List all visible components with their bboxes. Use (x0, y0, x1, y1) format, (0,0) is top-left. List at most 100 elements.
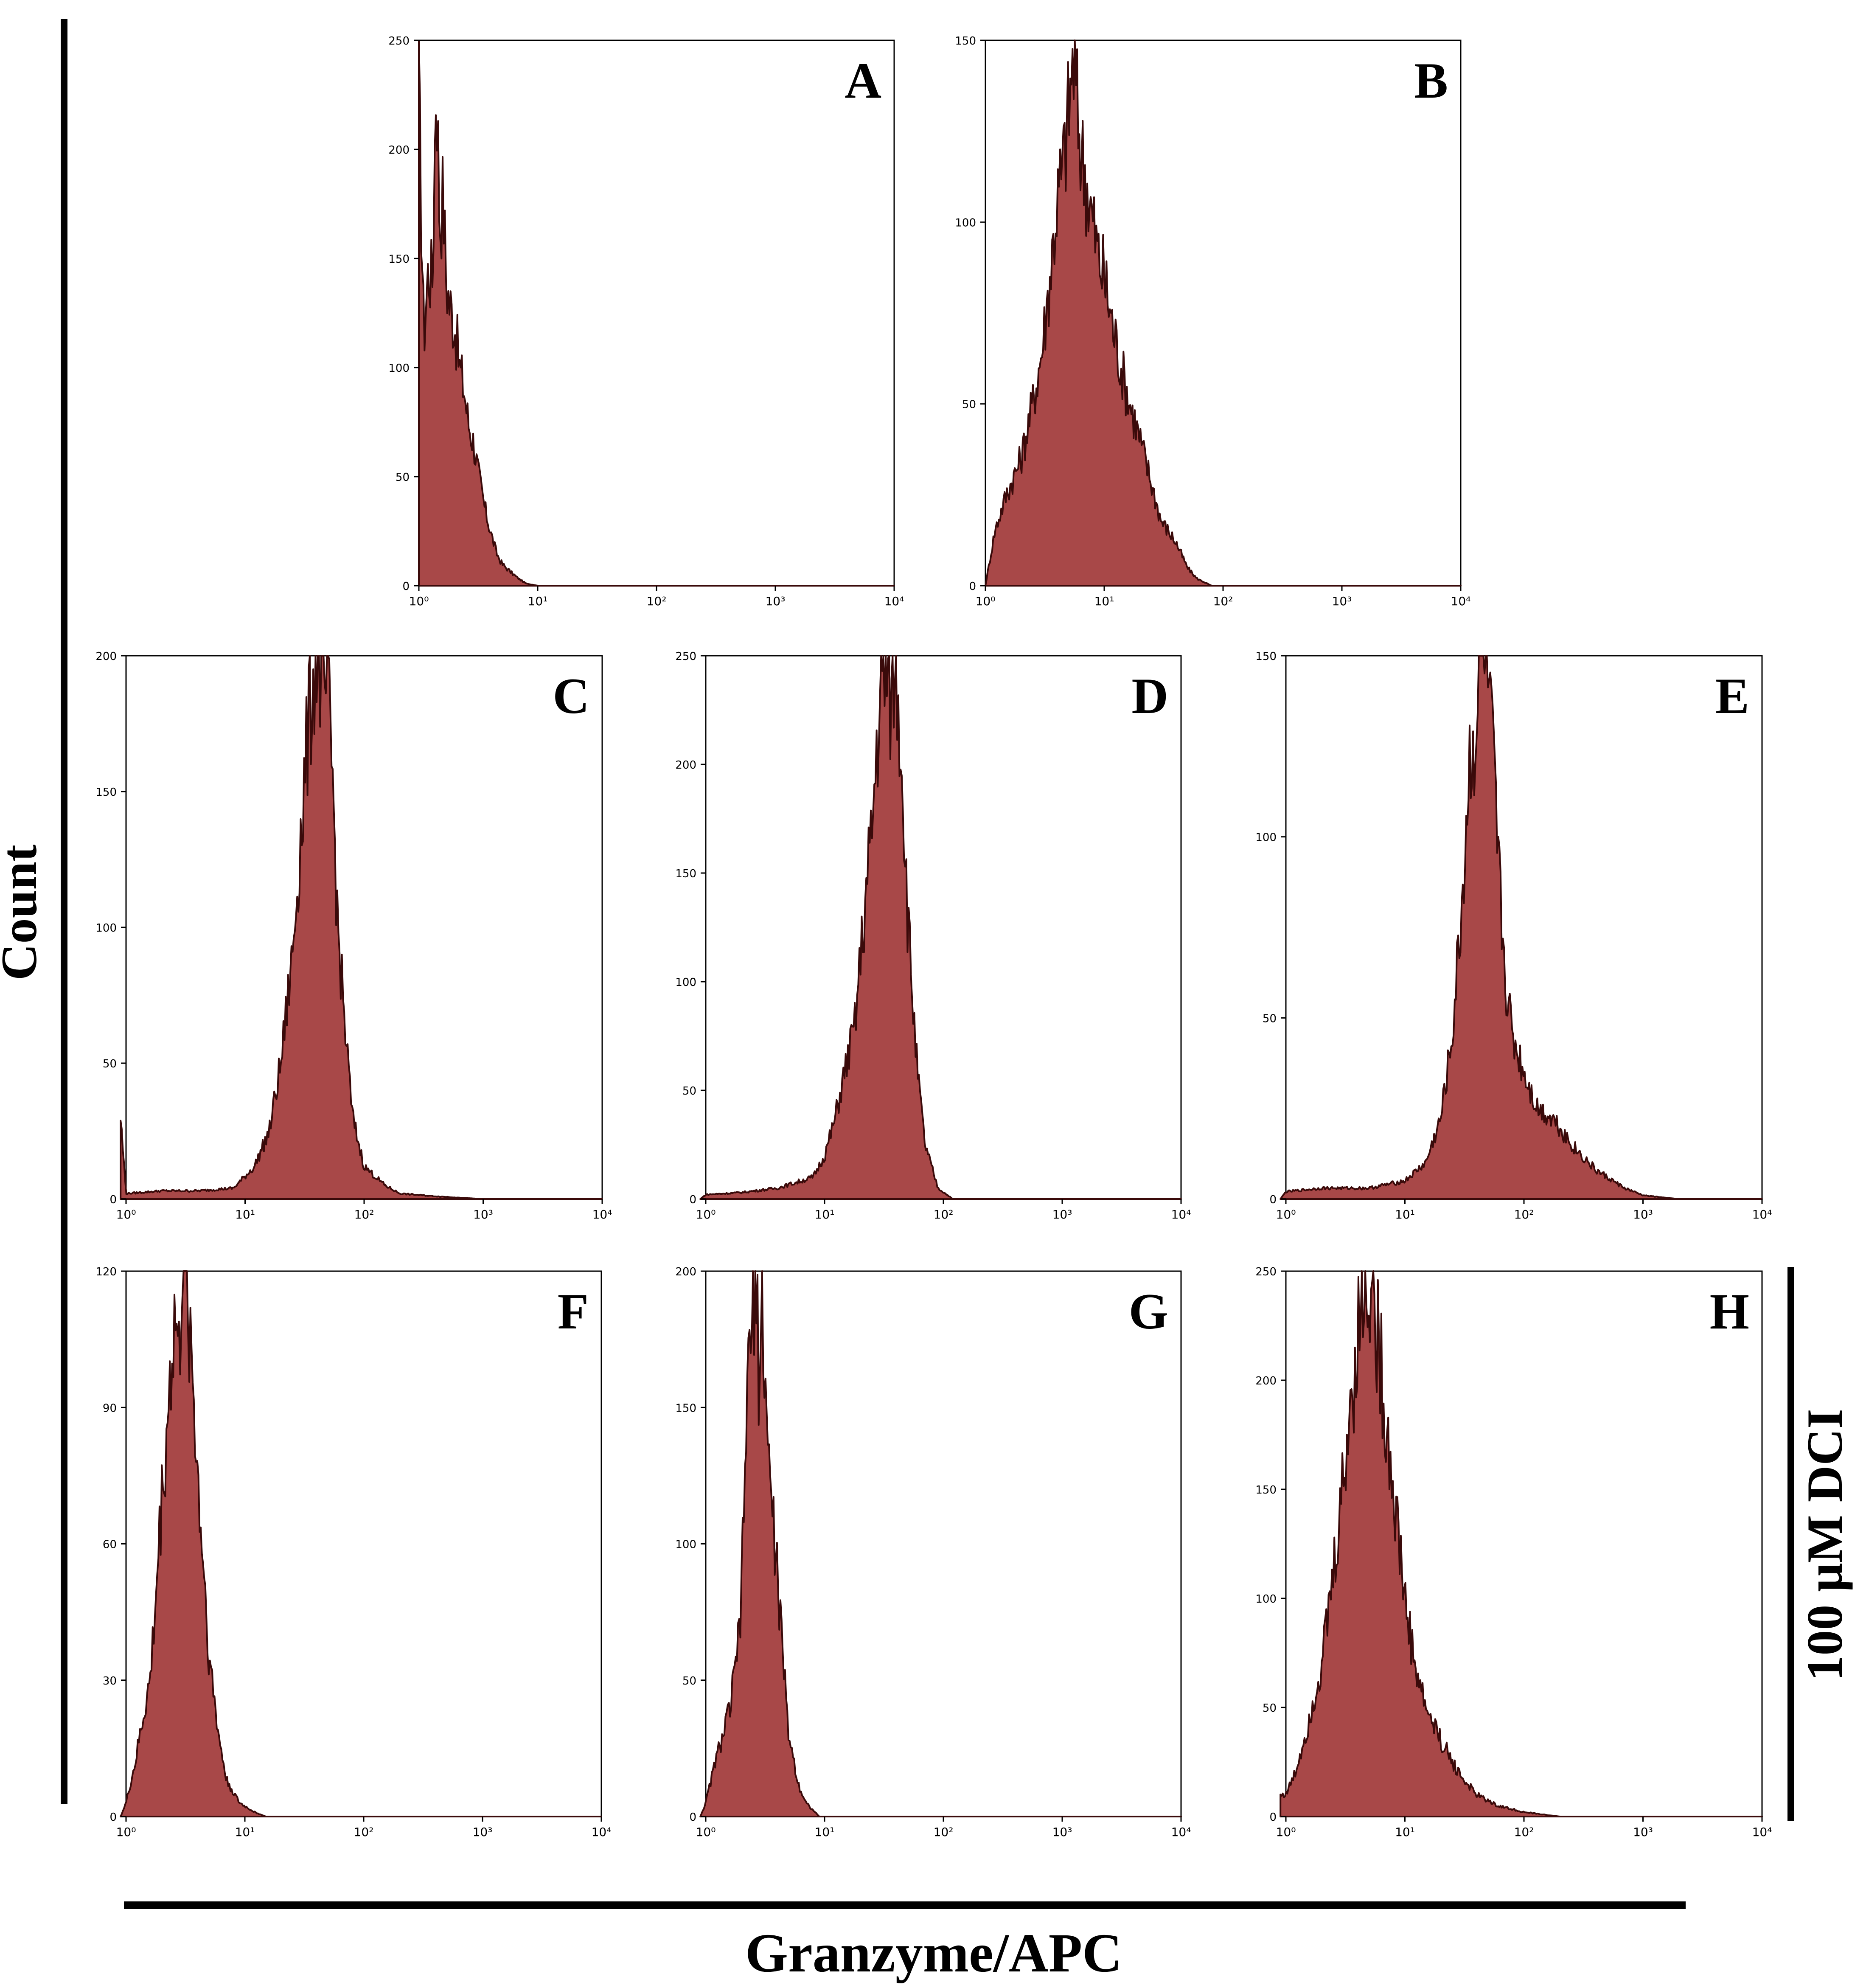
panel-a-ytick-label: 50 (396, 471, 410, 484)
panel-f-ytick-label: 90 (103, 1402, 117, 1415)
panel-e: 0 50 100 150 10⁰ 10¹ 10² 10³ 10⁴ E (1255, 650, 1772, 1221)
panel-c-xtick-label: 10⁴ (592, 1207, 612, 1221)
panel-c-xtick-label: 10³ (473, 1207, 493, 1221)
panel-f-xtick-label: 10⁴ (592, 1825, 612, 1839)
panel-d-ytick-label: 200 (675, 759, 696, 772)
panel-e-xtick-label: 10⁰ (1276, 1207, 1296, 1221)
panel-d-xtick-label: 10² (934, 1207, 954, 1221)
panel-b-ytick-label: 0 (969, 580, 976, 593)
panel-c-letter: C (553, 668, 589, 724)
panel-h-ytick-label: 100 (1255, 1593, 1277, 1606)
panel-c-ytick-label: 200 (95, 650, 117, 663)
panel-h-ytick-label: 50 (1263, 1702, 1277, 1715)
panel-g-ytick-label: 150 (675, 1402, 696, 1415)
panel-a-ytick-label: 200 (388, 144, 410, 157)
count-bracket-line (61, 19, 67, 1804)
panel-c-ytick-label: 100 (95, 922, 117, 935)
panel-h-xtick-label: 10⁴ (1752, 1825, 1772, 1839)
panel-c-frame (125, 655, 603, 1200)
panel-f-xtick-label: 10¹ (235, 1825, 255, 1839)
panel-e-xtick-label: 10² (1514, 1207, 1534, 1221)
panel-c-xtick-label: 10¹ (235, 1207, 255, 1221)
panel-g-xtick-label: 10¹ (815, 1825, 835, 1839)
panel-c-xtick-label: 10² (354, 1207, 374, 1221)
histogram-panels: 0 50 100 150 200 250 10⁰ 10¹ 10² 10³ 10⁴ A 0 50 100 150… (95, 35, 1772, 1839)
panel-a-xtick-label: 10³ (766, 594, 786, 608)
panel-h-xtick-label: 10² (1514, 1825, 1534, 1839)
panel-g-xtick-label: 10² (934, 1825, 954, 1839)
panel-b: 0 50 100 150 10⁰ 10¹ 10² 10³ 10⁴ B (955, 35, 1470, 608)
panel-g-letter: G (1129, 1283, 1168, 1339)
panel-c-histogram (120, 655, 603, 1200)
panel-a: 0 50 100 150 200 250 10⁰ 10¹ 10² 10³ 10⁴ A (388, 35, 904, 608)
panel-d-letter: D (1131, 668, 1168, 724)
panel-b-ytick-label: 50 (962, 399, 976, 411)
panel-d-xtick-label: 10³ (1052, 1207, 1072, 1221)
panel-e-histogram (1280, 655, 1763, 1200)
panel-e-ytick-label: 100 (1255, 831, 1277, 844)
panel-f-xtick-label: 10⁰ (116, 1825, 136, 1839)
panel-f-ytick-label: 30 (103, 1675, 117, 1688)
panel-d-ytick-label: 50 (682, 1085, 696, 1098)
panel-b-letter: B (1414, 52, 1448, 109)
panel-c-ytick-label: 0 (109, 1193, 117, 1206)
panel-g-xtick-label: 10⁴ (1171, 1825, 1191, 1839)
panel-d-ytick-label: 150 (675, 868, 696, 880)
panel-a-xtick-label: 10⁴ (884, 594, 904, 608)
panel-h-ytick-label: 250 (1255, 1266, 1277, 1278)
panel-a-letter: A (845, 52, 881, 109)
panel-h-xtick-label: 10⁰ (1276, 1825, 1296, 1839)
panel-c-ytick-label: 50 (103, 1058, 117, 1070)
panel-h: 0 50 100 150 200 250 10⁰ 10¹ 10² 10³ 10⁴ H (1255, 1266, 1772, 1839)
panel-h-ytick-label: 0 (1269, 1811, 1277, 1824)
panel-a-ytick-label: 150 (388, 253, 410, 266)
dci-bracket-line (1787, 1267, 1794, 1821)
panel-e-xtick-label: 10³ (1633, 1207, 1653, 1221)
panel-f-letter: F (558, 1283, 589, 1339)
panel-g-xtick-label: 10⁰ (696, 1825, 716, 1839)
panel-d-ytick-label: 0 (689, 1193, 696, 1206)
panel-b-xtick-label: 10³ (1332, 594, 1352, 608)
panel-b-ytick-label: 100 (955, 216, 976, 229)
panel-g-ytick-label: 0 (689, 1811, 696, 1824)
panel-b-ytick-label: 150 (955, 35, 976, 48)
panel-g-ytick-label: 100 (675, 1539, 696, 1551)
panel-d: 0 50 100 150 200 250 10⁰ 10¹ 10² 10³ 10⁴ D (675, 650, 1191, 1221)
panel-f-histogram (120, 1270, 602, 1817)
panel-f-ytick-label: 60 (103, 1539, 117, 1551)
panel-g: 0 50 100 150 200 10⁰ 10¹ 10² 10³ 10⁴ G (675, 1266, 1191, 1839)
panel-f-xtick-label: 10³ (473, 1825, 493, 1839)
panel-b-xtick-label: 10² (1213, 594, 1233, 608)
panel-a-xtick-label: 10⁰ (409, 594, 429, 608)
panel-c-ytick-label: 150 (95, 786, 117, 799)
panel-e-ytick-label: 0 (1269, 1193, 1277, 1206)
panel-d-ytick-label: 100 (675, 976, 696, 989)
granzyme-bracket-line (124, 1901, 1686, 1909)
panel-c-xtick-label: 10⁰ (116, 1207, 136, 1221)
panel-a-ytick-label: 100 (388, 362, 410, 375)
dci-label: 100 μM DCI (1796, 1409, 1853, 1681)
panel-d-xtick-label: 10⁴ (1171, 1207, 1191, 1221)
panel-g-histogram (699, 1270, 1182, 1817)
panel-a-ytick-label: 0 (402, 580, 410, 593)
panel-a-xtick-label: 10² (647, 594, 667, 608)
panel-e-ytick-label: 50 (1263, 1012, 1277, 1025)
panel-d-xtick-label: 10¹ (815, 1207, 835, 1221)
panel-g-ytick-label: 200 (675, 1266, 696, 1278)
panel-e-letter: E (1715, 668, 1749, 724)
panel-h-xtick-label: 10¹ (1395, 1825, 1415, 1839)
panel-a-ytick-label: 250 (388, 35, 410, 48)
y-axis-label: Count (0, 845, 47, 980)
panel-f-ytick-label: 0 (109, 1811, 117, 1824)
panel-e-ytick-label: 150 (1255, 650, 1277, 663)
panel-g-ytick-label: 50 (682, 1675, 696, 1688)
panel-a-frame (418, 39, 895, 587)
panel-g-xtick-label: 10³ (1052, 1825, 1072, 1839)
panel-h-histogram (1280, 1270, 1763, 1817)
panel-b-xtick-label: 10¹ (1094, 594, 1114, 608)
panel-d-histogram (699, 655, 1182, 1200)
x-axis-label: Granzyme/APC (745, 1923, 1122, 1984)
panel-b-xtick-label: 10⁰ (976, 594, 996, 608)
panel-f: 0 30 60 90 120 10⁰ 10¹ 10² 10³ 10⁴ F (95, 1266, 611, 1839)
